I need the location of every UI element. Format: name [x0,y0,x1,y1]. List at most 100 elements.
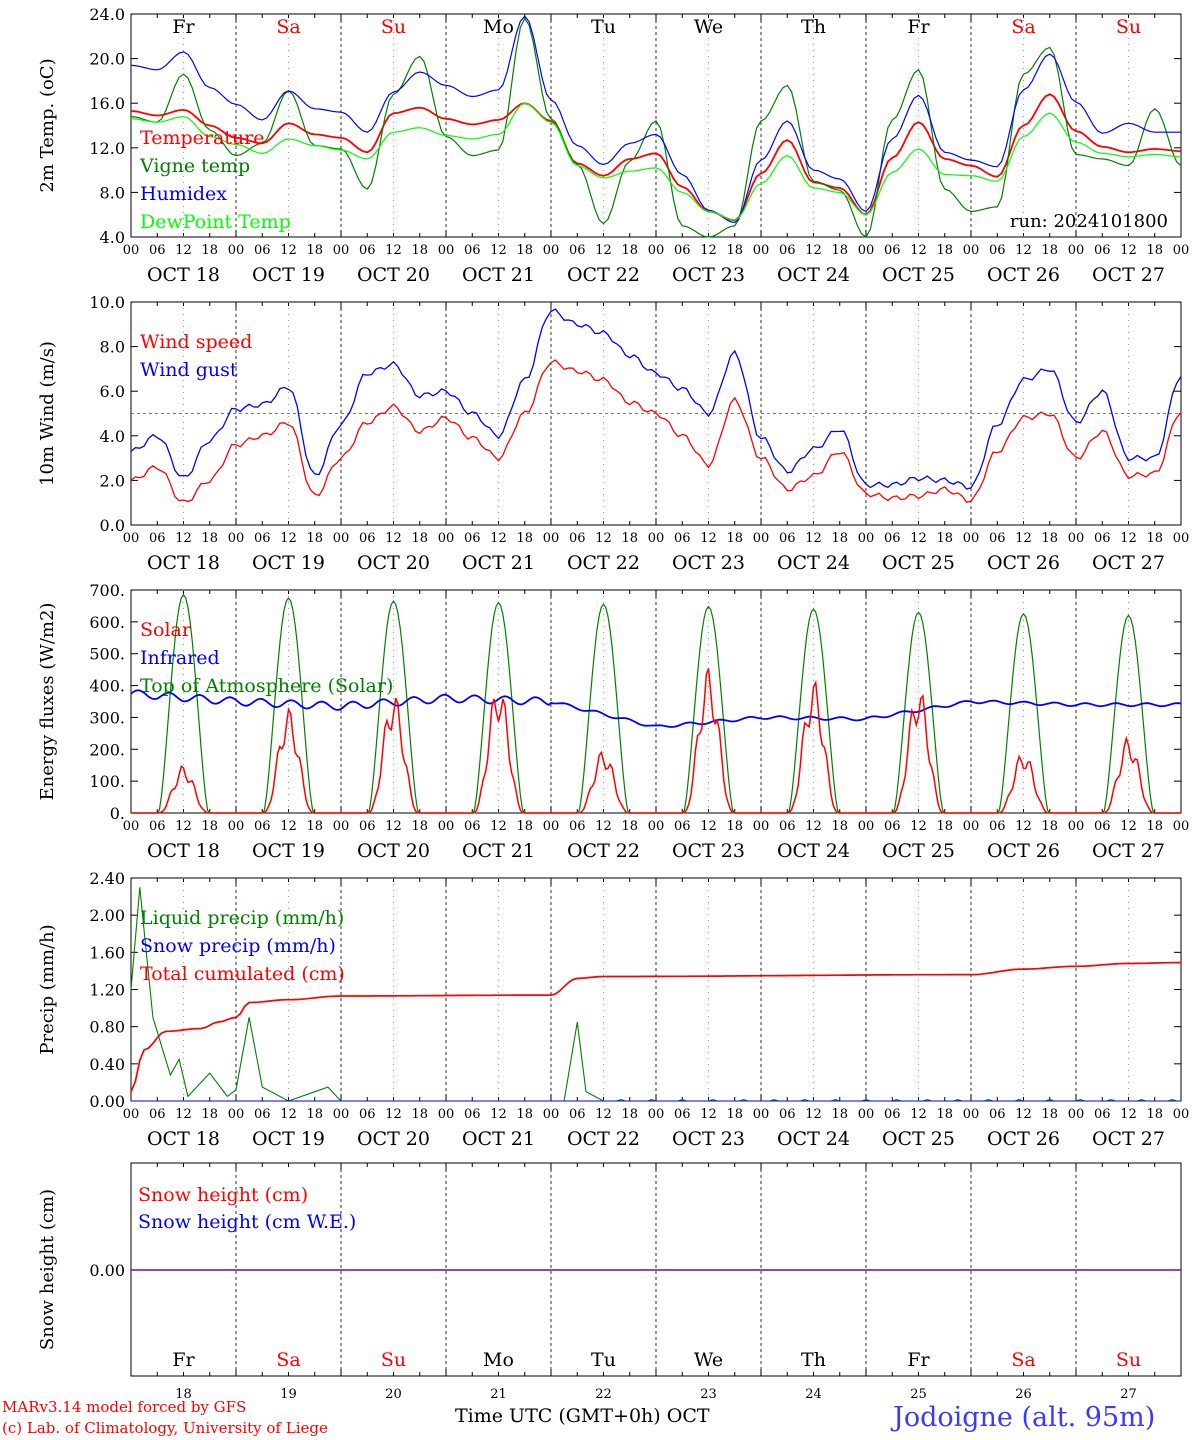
hour-tick-label: 00 [1173,819,1190,834]
hour-tick-label: 00 [333,531,350,546]
hour-tick-label: 18 [831,1107,848,1122]
hour-tick-label: 12 [700,819,717,834]
series-line [130,15,1181,224]
date-label: OCT 22 [567,552,640,574]
day-label-top: Tu [591,16,616,38]
date-label: OCT 27 [1092,552,1165,574]
hour-tick-label: 18 [201,243,218,258]
hour-tick-label: 18 [936,1107,953,1122]
y-tick-label: 1.60 [89,943,125,962]
hour-tick-label: 06 [884,819,901,834]
day-label-bottom: Fr [172,1349,195,1371]
hour-tick-label: 00 [123,819,140,834]
y-tick-label: 2.00 [89,906,125,925]
hour-tick-label: 12 [1120,531,1137,546]
hour-tick-label: 18 [831,819,848,834]
hour-tick-label: 00 [648,819,665,834]
hour-tick-label: 06 [149,531,166,546]
y-tick-label: 0.40 [89,1055,125,1074]
legend-entry: Top of Atmosphere (Solar) [140,675,393,697]
time-axis-label: Time UTC (GMT+0h) OCT [455,1405,710,1427]
date-label: OCT 24 [777,840,850,862]
hour-tick-label: 06 [569,243,586,258]
hour-tick-label: 00 [963,1107,980,1122]
hour-tick-label: 00 [438,1107,455,1122]
hour-tick-label: 18 [411,819,428,834]
hour-tick-label: 00 [438,531,455,546]
y-tick-label: 0.0 [100,516,125,535]
y-tick-label: 8.0 [100,338,125,357]
hour-tick-label: 12 [910,1107,927,1122]
hour-tick-label: 00 [858,243,875,258]
hour-tick-label: 12 [595,243,612,258]
hour-tick-label: 12 [805,1107,822,1122]
day-label-bottom: Fr [907,1349,930,1371]
hour-tick-label: 00 [648,243,665,258]
hour-tick-label: 12 [385,1107,402,1122]
hour-tick-label: 18 [201,819,218,834]
hour-tick-label: 00 [753,1107,770,1122]
hour-tick-label: 00 [123,531,140,546]
hour-tick-label: 06 [149,819,166,834]
hour-tick-label: 06 [359,819,376,834]
y-axis-label: Energy fluxes (W/m2) [37,603,58,801]
date-label: OCT 26 [987,552,1060,574]
date-label: OCT 26 [987,1128,1060,1150]
hour-tick-label: 18 [411,531,428,546]
hour-tick-label: 12 [910,243,927,258]
hour-tick-label: 18 [726,1107,743,1122]
y-axis-label: Snow height (cm) [37,1189,58,1350]
hour-tick-label: 06 [1094,243,1111,258]
hour-tick-label: 00 [1068,531,1085,546]
hour-tick-label: 12 [910,819,927,834]
day-label-top: Th [801,16,826,38]
day-label-bottom: Su [381,1349,406,1371]
hour-tick-label: 18 [1146,531,1163,546]
hour-tick-label: 18 [831,243,848,258]
hour-tick-label: 00 [648,531,665,546]
legend-entry: Snow precip (mm/h) [140,935,336,957]
hour-tick-label: 06 [674,1107,691,1122]
hour-tick-label: 12 [280,243,297,258]
legend-entry: Vigne temp [139,155,250,177]
day-label-top: Sa [1011,16,1035,38]
y-tick-label: 400. [89,677,125,696]
hour-tick-label: 06 [674,531,691,546]
hour-tick-label: 00 [333,819,350,834]
y-tick-label: 1.20 [89,981,125,1000]
hour-tick-label: 12 [280,819,297,834]
hour-tick-label: 18 [201,1107,218,1122]
hour-tick-label: 06 [569,819,586,834]
legend-entry: Snow height (cm W.E.) [138,1211,356,1233]
hour-tick-label: 18 [201,531,218,546]
hour-tick-label: 18 [726,243,743,258]
hour-tick-label: 00 [1068,819,1085,834]
y-tick-label: 600. [89,613,125,632]
date-label: OCT 26 [987,840,1060,862]
hour-tick-label: 00 [438,243,455,258]
hour-tick-label: 18 [306,243,323,258]
hour-tick-label: 18 [621,1107,638,1122]
date-label: OCT 27 [1092,264,1165,286]
hour-tick-label: 12 [700,531,717,546]
y-tick-label: 20.0 [89,50,125,69]
hour-tick-label: 12 [1120,243,1137,258]
hour-tick-label: 12 [280,531,297,546]
hour-tick-label: 12 [805,243,822,258]
hour-tick-label: 06 [884,243,901,258]
day-label-top: Sa [276,16,300,38]
day-label-top: We [694,16,723,38]
hour-tick-label: 18 [411,243,428,258]
hour-tick-label: 12 [1120,1107,1137,1122]
hour-tick-label: 18 [516,819,533,834]
y-tick-label: 300. [89,708,125,727]
hour-tick-label: 06 [254,1107,271,1122]
y-tick-label: 2.40 [89,869,125,888]
date-label: OCT 18 [147,264,220,286]
hour-tick-label: 00 [1068,243,1085,258]
hour-tick-label: 00 [1173,531,1190,546]
hour-tick-label: 18 [831,531,848,546]
legend-entry: Solar [140,619,192,641]
hour-tick-label: 12 [175,243,192,258]
location-label: Jodoigne (alt. 95m) [893,1402,1156,1433]
